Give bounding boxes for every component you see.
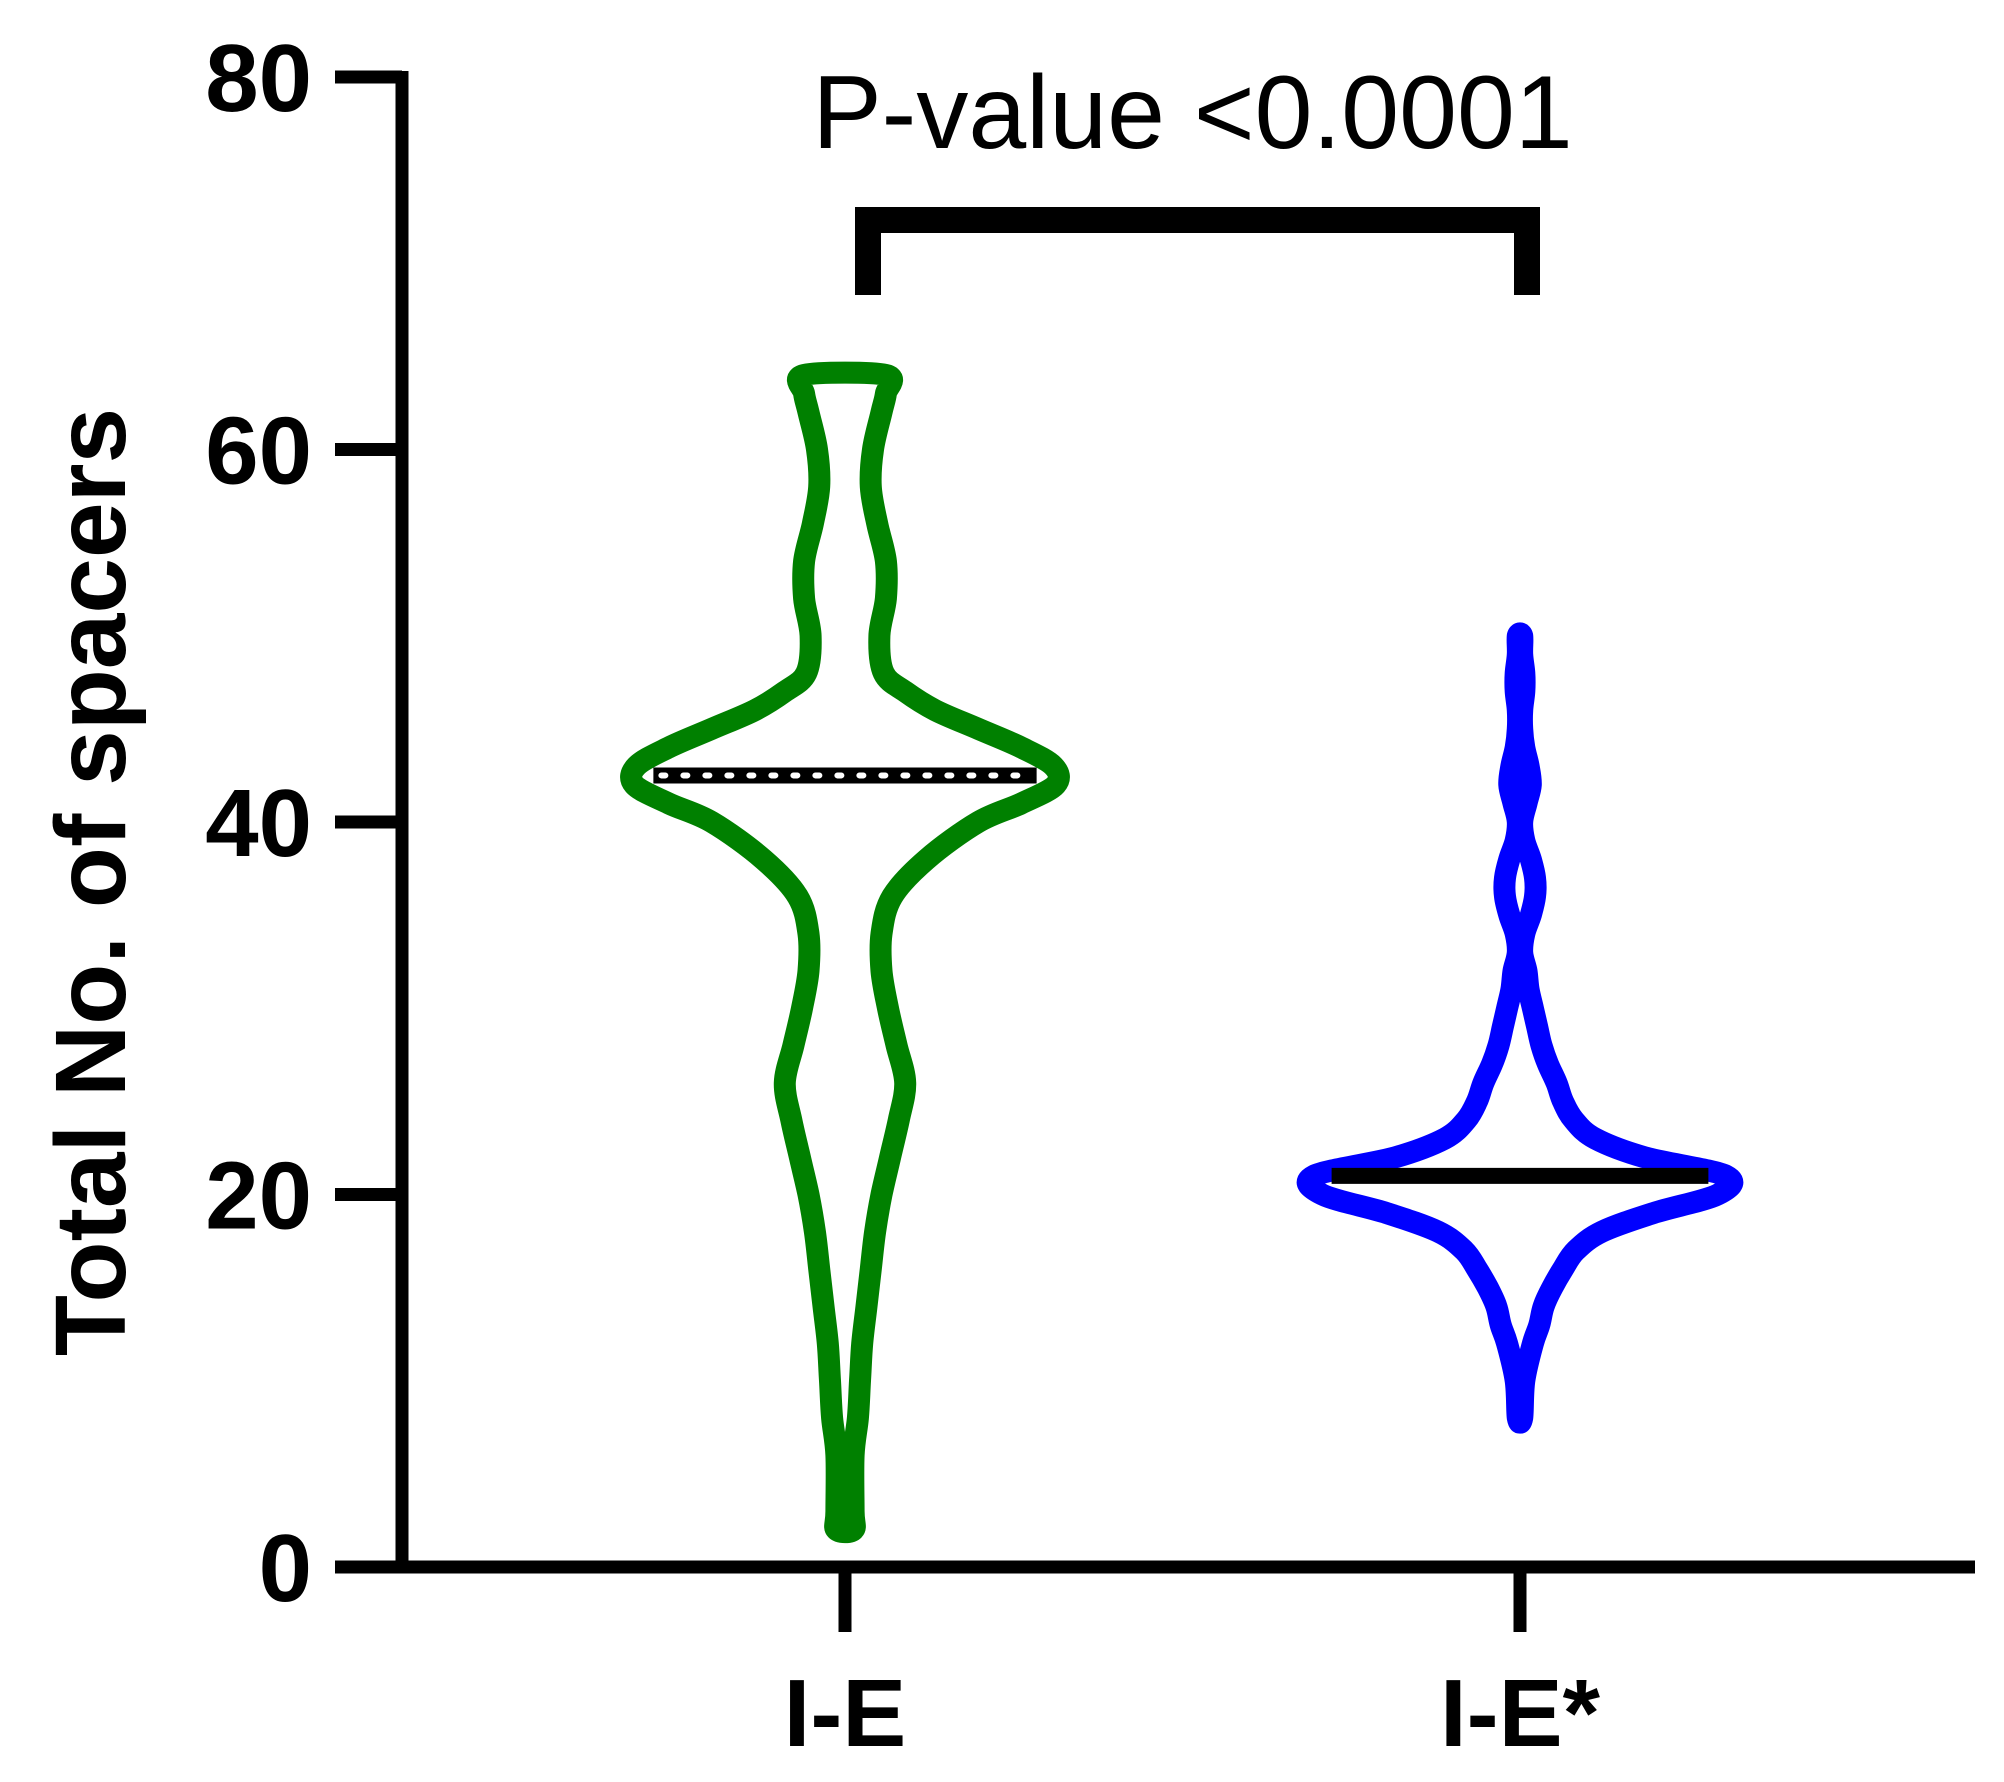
y-tick-label: 40 xyxy=(205,770,312,877)
y-axis-title: Total No. of spacers xyxy=(35,408,147,1356)
annotations: P-value <0.0001 xyxy=(812,55,1573,295)
violin-I-E* xyxy=(1296,622,1744,1434)
x-category-label: I-E xyxy=(784,1660,907,1767)
significance-label: P-value <0.0001 xyxy=(812,55,1572,171)
significance-bracket xyxy=(855,207,1540,295)
y-tick-label: 80 xyxy=(205,25,312,132)
x-category-label: I-E* xyxy=(1440,1660,1601,1767)
y-tick-label: 0 xyxy=(259,1515,312,1622)
violins xyxy=(620,361,1744,1544)
y-tick-label: 20 xyxy=(205,1143,312,1250)
axes: 0 20 40 60 80 I-E I-E* xyxy=(205,25,1975,1767)
y-tick-label: 60 xyxy=(205,398,312,505)
violin-I-E xyxy=(620,361,1070,1544)
